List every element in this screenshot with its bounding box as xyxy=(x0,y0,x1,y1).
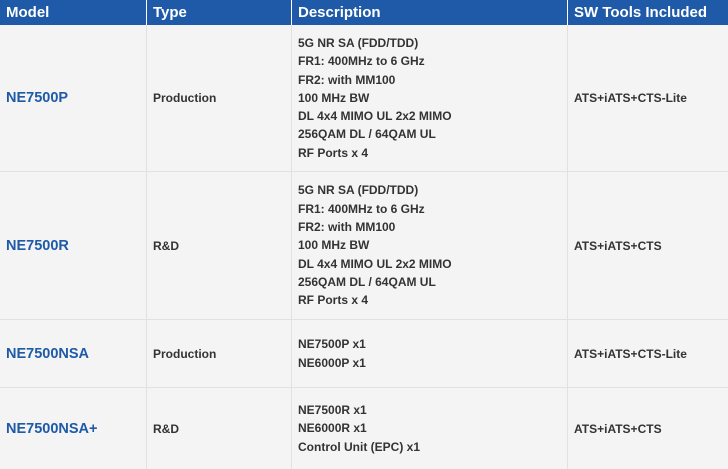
model-cell: NE7500P xyxy=(6,90,69,106)
description-lines: 5G NR SA (FDD/TDD) FR1: 400MHz to 6 GHz FR… xyxy=(298,181,452,309)
header-model: Model xyxy=(6,4,50,21)
description-cell: NE7500R x1 NE6000R x1 Control Unit (EPC) x… xyxy=(292,388,567,469)
model-cell: NE7500R xyxy=(6,237,69,254)
description-line: FR2: with MM100 xyxy=(298,72,396,87)
header-description: Description xyxy=(298,4,381,21)
row-divider xyxy=(0,319,728,320)
row-divider xyxy=(0,387,728,388)
description-line: FR1: 400MHz to 6 GHz xyxy=(298,54,425,69)
sw-tools-cell: ATS+iATS+CTS-Lite xyxy=(574,346,687,361)
description-line: RF Ports x 4 xyxy=(298,145,369,160)
type-cell: Production xyxy=(153,91,217,105)
description-line: NE7500P x1 xyxy=(298,337,366,352)
type-cell: R&D xyxy=(153,421,179,436)
description-line: DL 4x4 MIMO UL 2x2 MIMO xyxy=(298,109,452,124)
description-line: 256QAM DL / 64QAM UL xyxy=(298,274,436,289)
header-sw-tools: SW Tools Included xyxy=(574,4,708,21)
description-cell: NE7500P x1 NE6000P x1 xyxy=(292,320,567,387)
description-lines: NE7500P x1 NE6000P x1 xyxy=(298,335,366,372)
header-divider xyxy=(567,0,568,25)
description-line: 5G NR SA (FDD/TDD) xyxy=(298,35,419,50)
description-line: Control Unit (EPC) x1 xyxy=(298,439,420,454)
description-line: NE6000P x1 xyxy=(298,355,366,370)
column-divider xyxy=(146,25,147,469)
description-line: DL 4x4 MIMO UL 2x2 MIMO xyxy=(298,256,452,271)
model-cell: NE7500NSA+ xyxy=(6,420,98,437)
description-lines: 5G NR SA (FDD/TDD) FR1: 400MHz to 6 GHz FR… xyxy=(298,34,452,162)
description-lines: NE7500R x1 NE6000R x1 Control Unit (EPC) x… xyxy=(298,401,420,456)
description-line: NE7500R x1 xyxy=(298,403,367,418)
description-line: 100 MHz BW xyxy=(298,238,370,253)
sw-tools-cell: ATS+iATS+CTS xyxy=(574,238,662,253)
description-line: RF Ports x 4 xyxy=(298,293,369,308)
column-divider xyxy=(291,25,292,469)
model-cell: NE7500NSA xyxy=(6,345,90,362)
description-line: NE6000R x1 xyxy=(298,421,367,436)
description-line: 5G NR SA (FDD/TDD) xyxy=(298,183,419,198)
description-cell: 5G NR SA (FDD/TDD) FR1: 400MHz to 6 GHz FR… xyxy=(292,25,567,171)
row-divider xyxy=(0,171,728,172)
sw-tools-cell: ATS+iATS+CTS xyxy=(574,421,662,436)
description-line: 256QAM DL / 64QAM UL xyxy=(298,127,436,142)
header-type: Type xyxy=(153,4,187,21)
type-cell: R&D xyxy=(153,238,179,253)
type-cell: Production xyxy=(153,346,217,361)
header-divider xyxy=(291,0,292,25)
table-header: Model Type Description SW Tools Included xyxy=(0,0,728,25)
description-line: FR2: with MM100 xyxy=(298,220,396,235)
sw-tools-cell: ATS+iATS+CTS-Lite xyxy=(574,91,687,105)
column-divider xyxy=(567,25,568,469)
header-divider xyxy=(146,0,147,25)
description-line: FR1: 400MHz to 6 GHz xyxy=(298,201,425,216)
description-cell: 5G NR SA (FDD/TDD) FR1: 400MHz to 6 GHz FR… xyxy=(292,172,567,319)
description-line: 100 MHz BW xyxy=(298,90,370,105)
